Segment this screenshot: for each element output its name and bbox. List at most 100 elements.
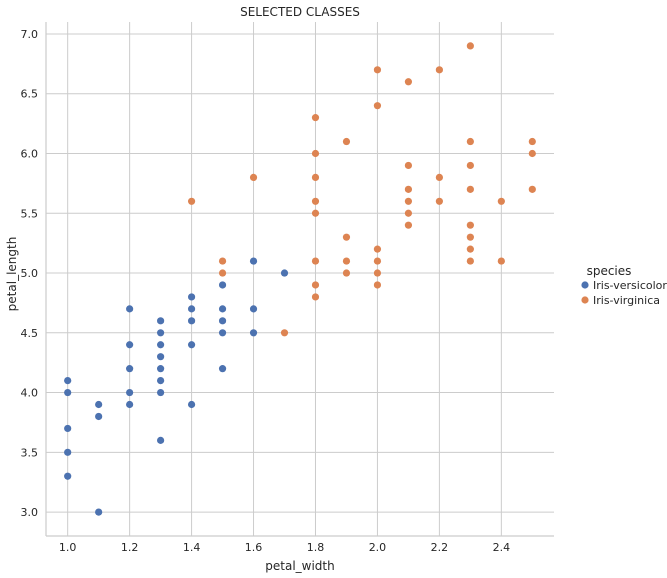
- y-tick-label: 6.0: [21, 147, 39, 160]
- x-tick-label: 1.0: [59, 541, 77, 554]
- data-points: [64, 42, 536, 516]
- x-tick-label: 1.2: [121, 541, 139, 554]
- data-point: [218, 329, 227, 337]
- legend-title: species: [587, 264, 632, 278]
- data-point: [187, 197, 196, 205]
- data-point: [311, 197, 320, 205]
- data-point: [218, 269, 227, 277]
- legend-label: Iris-versicolor: [593, 279, 667, 292]
- data-point: [64, 472, 72, 480]
- data-point: [218, 365, 227, 373]
- data-point: [64, 424, 72, 433]
- x-tick-label: 1.6: [245, 541, 263, 554]
- axes: 1.0 1.2 1.4 1.6 1.8 2.0 2.2 2.4 3.0 3.5 4.0 4.5 5.0 5…: [21, 22, 554, 554]
- x-tick-label: 1.4: [183, 541, 201, 554]
- data-point: [280, 269, 289, 277]
- data-point: [126, 365, 134, 373]
- data-point: [528, 185, 536, 193]
- data-point: [404, 221, 413, 229]
- x-tick-label: 2.2: [431, 541, 449, 554]
- data-point: [280, 329, 289, 337]
- data-point: [342, 233, 351, 241]
- y-axis-title: petal_length: [5, 237, 19, 312]
- data-point: [466, 185, 474, 193]
- data-point: [404, 78, 413, 86]
- data-point: [187, 400, 196, 409]
- data-point: [497, 197, 505, 205]
- data-point: [466, 221, 474, 229]
- legend-marker: [581, 281, 589, 289]
- legend: species Iris-versicolor Iris-virginica: [581, 264, 667, 307]
- data-point: [126, 305, 134, 313]
- data-point: [126, 400, 134, 409]
- data-point: [466, 233, 474, 241]
- data-point: [373, 102, 382, 110]
- data-point: [435, 197, 443, 205]
- data-point: [373, 66, 382, 74]
- data-point: [218, 305, 227, 313]
- data-point: [187, 293, 196, 301]
- data-point: [249, 173, 258, 181]
- y-tick-label: 6.5: [21, 88, 39, 101]
- data-point: [435, 173, 443, 181]
- data-point: [249, 257, 258, 265]
- chart-title: SELECTED CLASSES: [240, 5, 360, 19]
- data-point: [342, 269, 351, 277]
- data-point: [466, 245, 474, 253]
- data-point: [157, 341, 165, 349]
- grid: [46, 22, 554, 536]
- series-iris-virginica: [187, 42, 536, 337]
- data-point: [64, 448, 72, 456]
- data-point: [187, 317, 196, 325]
- data-point: [466, 161, 474, 170]
- data-point: [466, 137, 474, 146]
- y-tick-label: 5.0: [21, 267, 39, 280]
- data-point: [157, 353, 165, 361]
- data-point: [497, 257, 505, 265]
- data-point: [64, 377, 72, 385]
- data-point: [187, 341, 196, 349]
- data-point: [311, 149, 320, 158]
- data-point: [157, 365, 165, 373]
- y-tick-label: 3.0: [21, 506, 39, 519]
- data-point: [342, 137, 351, 146]
- x-tick-label: 2.4: [493, 541, 511, 554]
- data-point: [64, 388, 72, 397]
- y-tick-label: 7.0: [21, 28, 39, 41]
- data-point: [404, 209, 413, 217]
- x-tick-label: 2.0: [369, 541, 387, 554]
- data-point: [435, 66, 443, 74]
- y-tick-label: 4.5: [21, 327, 39, 340]
- data-point: [342, 257, 351, 265]
- data-point: [218, 257, 227, 265]
- data-point: [311, 281, 320, 289]
- data-point: [528, 137, 536, 146]
- series-iris-versicolor: [64, 257, 289, 516]
- data-point: [157, 317, 165, 325]
- data-point: [373, 281, 382, 289]
- data-point: [157, 329, 165, 337]
- data-point: [95, 412, 103, 421]
- data-point: [218, 317, 227, 325]
- data-point: [373, 245, 382, 253]
- data-point: [311, 257, 320, 265]
- data-point: [95, 508, 103, 516]
- data-point: [311, 293, 320, 301]
- data-point: [218, 281, 227, 289]
- legend-label: Iris-virginica: [593, 294, 660, 307]
- data-point: [249, 305, 258, 313]
- y-tick-label: 5.5: [21, 207, 39, 220]
- data-point: [157, 436, 165, 444]
- data-point: [404, 197, 413, 205]
- data-point: [157, 388, 165, 397]
- data-point: [404, 185, 413, 193]
- data-point: [187, 305, 196, 313]
- data-point: [373, 257, 382, 265]
- data-point: [466, 42, 474, 50]
- data-point: [126, 341, 134, 349]
- legend-marker: [581, 296, 589, 304]
- y-tick-label: 3.5: [21, 446, 39, 459]
- data-point: [373, 269, 382, 277]
- data-point: [311, 209, 320, 217]
